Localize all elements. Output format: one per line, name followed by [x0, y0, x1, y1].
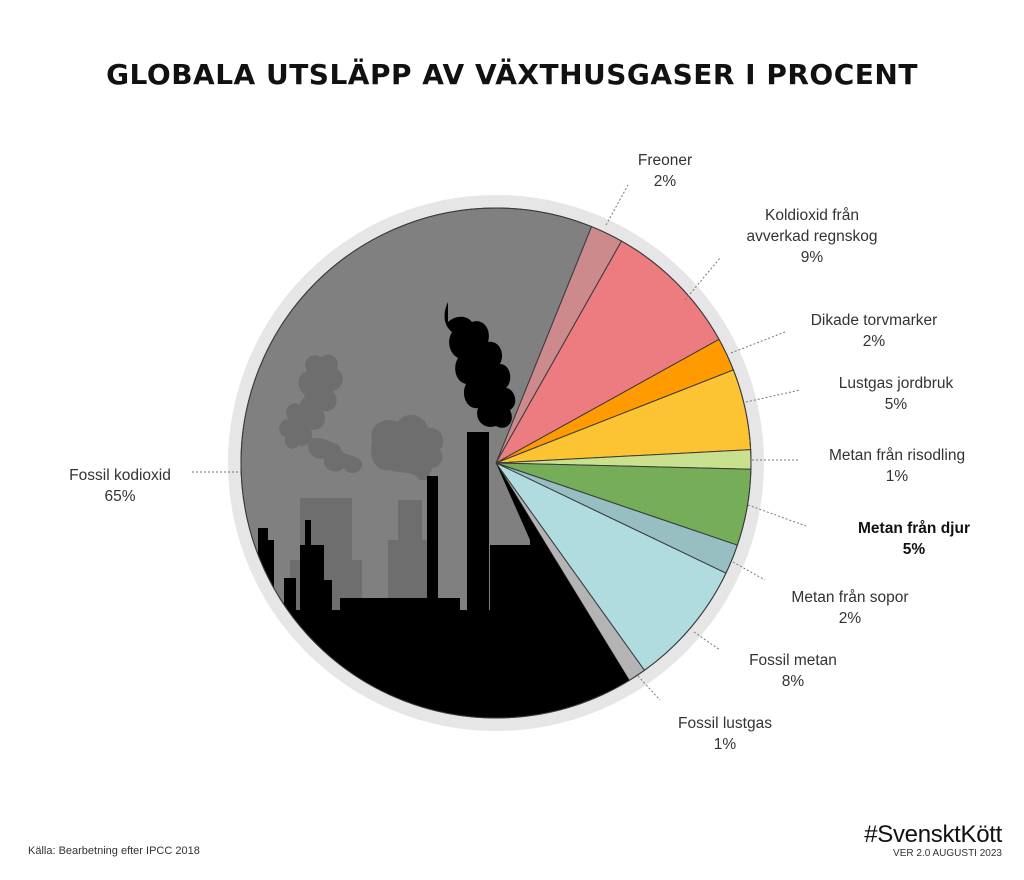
slice-label-line: 1%: [885, 468, 909, 485]
slice-label: Dikade torvmarker 2%: [811, 310, 938, 352]
slice-label-line: avverkad regnskog: [746, 228, 878, 245]
brand-hashtag: #SvensktKött: [864, 821, 1002, 848]
slice-label-line: Metan från djur: [858, 520, 970, 537]
slice-label-line: 9%: [800, 249, 824, 266]
slice-label: Metan från djur 5%: [858, 518, 970, 560]
slice-label: Fossil lustgas 1%: [678, 713, 772, 755]
brand-block: #SvensktKött VER 2.0 AUGUSTI 2023: [864, 822, 1002, 860]
slice-label-line: 65%: [104, 488, 136, 505]
slice-label-line: Metan från risodling: [828, 447, 966, 464]
slice-label-line: Lustgas jordbruk: [838, 375, 954, 392]
slice-label: Fossil kodioxid 65%: [69, 465, 171, 507]
slice-label: Lustgas jordbruk 5%: [839, 373, 954, 415]
slice-label-line: 2%: [862, 333, 886, 350]
slice-label-line: Fossil kodioxid: [69, 467, 171, 484]
slice-label-line: Fossil metan: [749, 652, 837, 669]
slice-label-line: 5%: [902, 541, 926, 558]
slice-label-line: 8%: [781, 673, 805, 690]
source-note: Källa: Bearbetning efter IPCC 2018: [28, 845, 200, 857]
slice-label-line: Metan från sopor: [791, 589, 909, 606]
slice-label-line: 2%: [653, 173, 677, 190]
chart-title: GLOBALA UTSLÄPP AV VÄXTHUSGASER I PROCEN…: [106, 58, 918, 91]
leader-lines: [192, 184, 807, 701]
slice-label-line: Dikade torvmarker: [810, 312, 938, 329]
slice-label-line: Freoner: [637, 152, 693, 169]
slice-label: Metan från risodling 1%: [829, 445, 965, 487]
slice-label: Koldioxid från avverkad regnskog 9%: [747, 205, 878, 268]
slice-label: Freoner 2%: [638, 150, 692, 192]
slice-label: Metan från sopor 2%: [791, 587, 908, 629]
slice-label: Fossil metan 8%: [749, 650, 837, 692]
slice-label-line: 2%: [838, 610, 862, 627]
version-text: VER 2.0 AUGUSTI 2023: [893, 848, 1002, 859]
slice-label-line: Fossil lustgas: [678, 715, 772, 732]
slice-label-line: 1%: [713, 736, 737, 753]
slice-label-line: 5%: [884, 396, 908, 413]
slice-label-line: Koldioxid från: [765, 207, 859, 224]
